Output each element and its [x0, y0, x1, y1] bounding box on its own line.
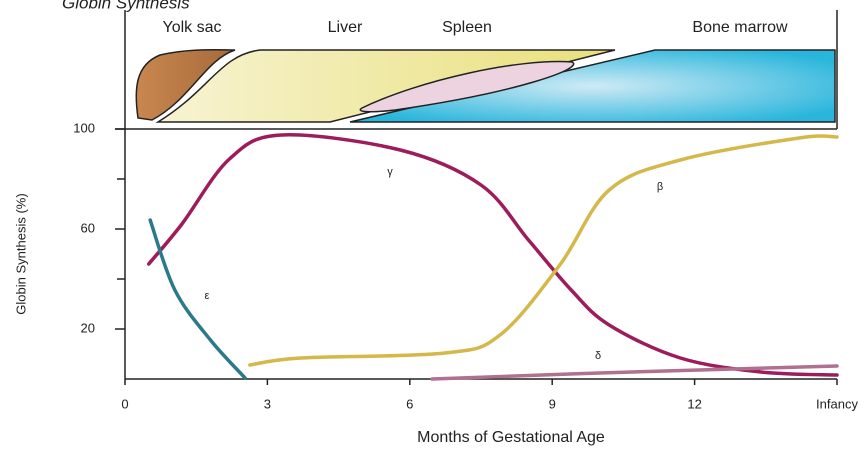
site-label: Liver: [328, 19, 363, 36]
x-tick-label: Infancy: [816, 396, 858, 411]
series-label: ε: [205, 290, 210, 302]
site-label: Spleen: [442, 19, 492, 36]
series-label: δ: [595, 350, 601, 362]
x-axis-label: Months of Gestational Age: [417, 429, 605, 446]
site-label: Bone marrow: [692, 19, 788, 36]
site-label: Yolk sac: [163, 19, 222, 36]
series-label: β: [657, 181, 663, 193]
x-tick-label: 3: [264, 396, 271, 411]
x-tick-label: 0: [121, 396, 128, 411]
y-tick-label: 20: [81, 320, 95, 335]
y-tick-label: 100: [73, 120, 95, 135]
chart-title: Globin Synthesis: [62, 0, 190, 12]
series-line: [250, 136, 837, 365]
y-tick-label: 60: [81, 220, 95, 235]
x-tick-label: 6: [406, 396, 413, 411]
chart: Globin Synthesis Yolk sac Liver Spleen Bone…: [0, 0, 867, 448]
x-tick-label: 12: [687, 396, 701, 411]
x-tick-label: 9: [549, 396, 556, 411]
y-axis-label: Globin Synthesis (%): [13, 193, 28, 314]
series-label: γ: [387, 166, 393, 178]
